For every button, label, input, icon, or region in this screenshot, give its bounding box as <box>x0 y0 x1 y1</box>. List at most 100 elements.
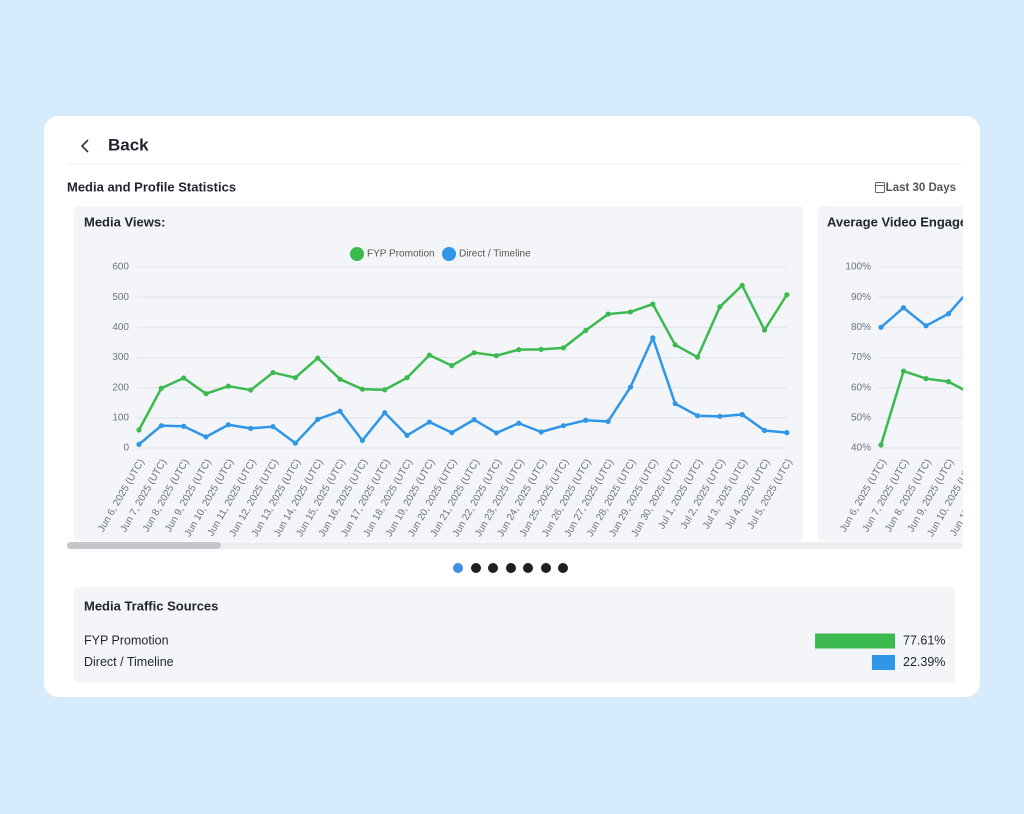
page-dot[interactable] <box>488 563 498 573</box>
data-point <box>672 401 678 407</box>
data-point <box>471 350 477 356</box>
section-title: Media and Profile Statistics <box>67 179 236 194</box>
data-point <box>945 311 952 317</box>
data-point <box>900 305 907 311</box>
data-point <box>426 419 433 425</box>
data-point <box>225 422 231 428</box>
data-point <box>627 309 634 315</box>
data-point <box>203 391 209 397</box>
data-point <box>991 279 996 284</box>
scrollbar-thumb[interactable] <box>67 542 221 549</box>
legend-marker <box>350 247 364 261</box>
data-point <box>583 327 589 333</box>
data-point <box>538 429 544 435</box>
data-point <box>181 423 187 429</box>
data-point <box>449 430 455 436</box>
series-line <box>137 284 788 431</box>
data-point <box>493 353 500 359</box>
data-point <box>784 430 790 436</box>
data-point <box>538 346 544 352</box>
data-point <box>493 430 500 436</box>
data-point <box>560 423 567 429</box>
data-point <box>694 413 701 419</box>
data-point <box>404 432 410 438</box>
data-point <box>337 408 343 414</box>
data-point <box>717 413 723 419</box>
data-point <box>225 383 231 389</box>
panel-title: Media Traffic Sources <box>84 598 218 613</box>
data-point <box>471 417 477 423</box>
traffic-panel <box>74 587 955 683</box>
legend-label: FYP Promotion <box>367 249 435 260</box>
y-tick-label: 70% <box>851 352 871 363</box>
data-point <box>404 375 410 381</box>
data-point <box>382 410 388 416</box>
data-point <box>181 375 187 381</box>
y-tick-label: 200 <box>112 382 129 393</box>
y-tick-label: 500 <box>112 292 129 303</box>
data-point <box>158 423 164 429</box>
data-point <box>672 342 678 348</box>
data-point <box>315 416 321 422</box>
data-point <box>694 354 701 360</box>
series-line <box>138 336 787 446</box>
scrollbar-track[interactable] <box>67 542 963 549</box>
y-tick-label: 40% <box>851 443 871 454</box>
data-point <box>426 352 433 358</box>
y-tick-label: 300 <box>112 352 129 363</box>
source-label: FYP Promotion <box>84 633 169 647</box>
chart-title: Average Video Engagement <box>827 214 999 229</box>
data-point <box>923 376 929 382</box>
bar <box>815 633 895 649</box>
y-tick-label: 600 <box>112 262 129 273</box>
value-label: 77.61% <box>903 633 945 647</box>
page-dot[interactable] <box>523 563 533 573</box>
back-icon[interactable] <box>80 139 89 153</box>
date-range[interactable]: Last 30 Days <box>875 182 957 194</box>
page-dot[interactable] <box>453 563 463 573</box>
data-point <box>878 324 884 330</box>
data-point <box>945 379 952 385</box>
data-point <box>761 327 768 333</box>
data-point <box>923 323 929 329</box>
y-tick-label: 400 <box>112 322 129 333</box>
series-line <box>879 369 963 446</box>
data-point <box>583 417 589 423</box>
data-point <box>248 387 254 393</box>
data-point <box>605 311 611 317</box>
y-tick-label: 80% <box>851 322 871 333</box>
y-tick-label: 100% <box>845 262 871 273</box>
data-point <box>158 385 164 391</box>
page-dot[interactable] <box>471 563 481 573</box>
data-point <box>784 292 790 298</box>
chart-panel <box>818 206 963 541</box>
y-tick-label: 60% <box>851 382 871 393</box>
page-dot[interactable] <box>506 563 516 573</box>
page-dot[interactable] <box>558 563 568 573</box>
data-point <box>248 425 254 431</box>
data-point <box>717 304 723 310</box>
data-point <box>739 282 745 289</box>
y-tick-label: 0 <box>123 443 129 454</box>
data-point <box>761 427 768 434</box>
data-point <box>359 437 365 444</box>
date-range-label[interactable]: Last 30 Days <box>886 182 956 194</box>
chart-panel <box>74 206 803 541</box>
data-point <box>605 418 611 425</box>
data-point <box>560 345 567 351</box>
data-point <box>292 375 298 381</box>
legend-label: Direct / Timeline <box>459 249 531 260</box>
back-button[interactable]: Back <box>108 135 149 154</box>
data-point <box>878 442 884 448</box>
data-point <box>900 368 907 374</box>
pagination <box>453 563 568 573</box>
bar <box>871 655 895 670</box>
data-point <box>136 441 142 447</box>
page-dot[interactable] <box>541 563 551 573</box>
data-point <box>359 386 365 392</box>
data-point <box>270 369 276 376</box>
data-point <box>650 301 656 307</box>
data-point <box>739 411 745 418</box>
data-point <box>270 423 276 430</box>
